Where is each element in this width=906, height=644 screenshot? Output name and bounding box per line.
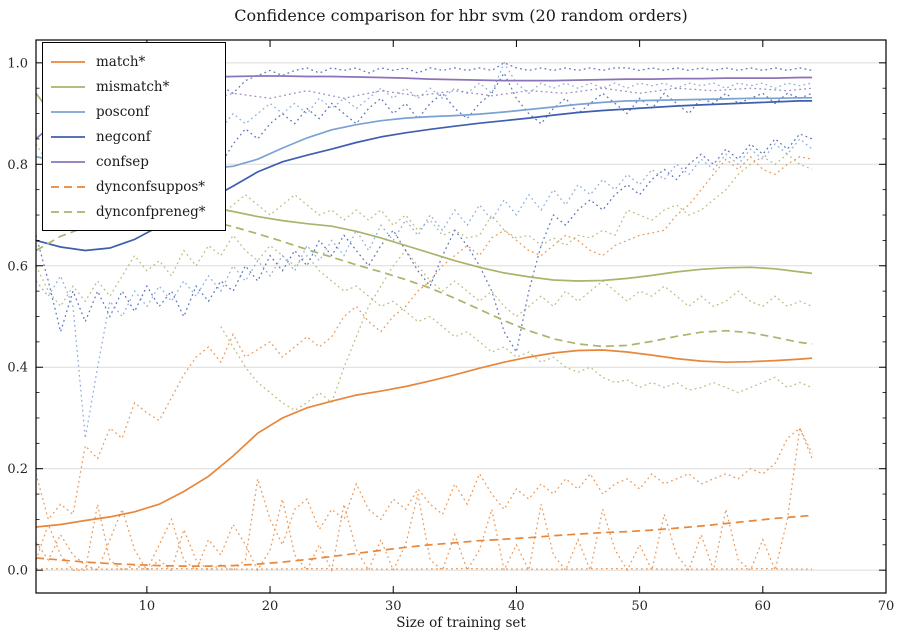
- run-line-posconf-lower: [35, 138, 813, 439]
- legend-item-negconf: negconf: [51, 124, 217, 149]
- x-axis-label: Size of training set: [396, 615, 526, 631]
- legend-label: posconf: [96, 103, 150, 120]
- legend-line-sample: [51, 110, 85, 113]
- legend-item-posconf: posconf: [51, 99, 217, 124]
- run-line-match-lower: [35, 427, 813, 572]
- run-line-mismatch-lower: [35, 234, 813, 394]
- legend-line-sample: [51, 60, 85, 63]
- y-tick-label: 0.6: [7, 259, 28, 274]
- legend-line-sample: [51, 210, 85, 213]
- legend-item-mismatch: mismatch*: [51, 74, 217, 99]
- legend-label: mismatch*: [96, 78, 170, 95]
- legend-box: match* mismatch* posconf negconf confsep…: [42, 42, 226, 231]
- x-tick-label: 10: [139, 599, 156, 614]
- y-tick-label: 0.4: [7, 361, 28, 376]
- run-line-preneg-upper: [220, 249, 813, 412]
- x-tick-label: 40: [508, 599, 525, 614]
- run-line-negconf-mid: [220, 71, 813, 165]
- run-line-match-upper: [35, 155, 813, 521]
- x-tick-label: 50: [631, 599, 648, 614]
- legend-line-sample: [51, 160, 85, 163]
- legend-line-sample: [51, 185, 85, 188]
- run-line-confsep-lower: [195, 87, 813, 105]
- chart-title: Confidence comparison for hbr svm (20 ra…: [234, 6, 688, 25]
- legend-line-sample: [51, 85, 85, 88]
- legend-item-match: match*: [51, 49, 217, 74]
- legend-label: negconf: [96, 128, 151, 145]
- x-tick-label: 20: [262, 599, 279, 614]
- y-tick-label: 0.0: [7, 564, 28, 579]
- x-tick-label: 70: [878, 599, 895, 614]
- run-line-negconf-upper: [195, 62, 813, 114]
- x-tick-label: 60: [755, 599, 772, 614]
- y-tick-label: 0.2: [7, 462, 28, 477]
- run-line-suppos-upper: [35, 425, 813, 573]
- legend-line-sample: [51, 135, 85, 138]
- run-line-negconf-lower: [35, 133, 813, 354]
- run-line-posconf-upper: [195, 61, 813, 130]
- series-line-dynconfsuppos: [35, 514, 813, 567]
- legend-item-dynconfpreneg: dynconfpreneg*: [51, 199, 217, 224]
- legend-label: dynconfpreneg*: [96, 203, 206, 220]
- legend-item-confsep: confsep: [51, 149, 217, 174]
- x-tick-label: 30: [385, 599, 402, 614]
- legend-label: match*: [96, 53, 146, 70]
- legend-label: confsep: [96, 153, 149, 170]
- y-tick-label: 0.8: [7, 158, 28, 173]
- series-line-dynconfpreneg: [35, 214, 813, 348]
- run-line-suppos-lower: [35, 567, 813, 570]
- legend-label: dynconfsuppos*: [96, 178, 206, 195]
- series-line-match: [35, 349, 813, 528]
- y-tick-label: 1.0: [7, 56, 28, 71]
- legend-item-dynconfsuppos: dynconfsuppos*: [51, 174, 217, 199]
